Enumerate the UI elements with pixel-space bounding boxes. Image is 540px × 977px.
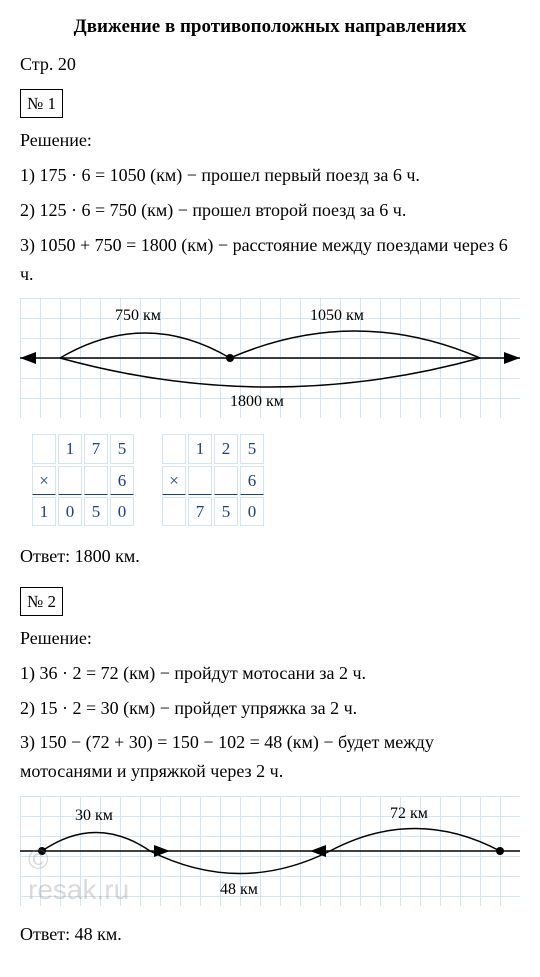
- p1-step-3: 3) 1050 + 750 = 1800 (км) − расстояние м…: [20, 231, 520, 289]
- page-reference: Стр. 20: [20, 50, 520, 79]
- p2-label-30: 30 км: [75, 807, 113, 824]
- p1-label-1050: 1050 км: [310, 307, 364, 324]
- solution-label-2: Решение:: [20, 624, 520, 653]
- solution-label-1: Решение:: [20, 126, 520, 155]
- problem-number-1: № 1: [20, 89, 63, 118]
- p2-step-3: 3) 150 − (72 + 30) = 150 − 102 = 48 (км)…: [20, 728, 520, 786]
- problem-number-2: № 2: [20, 587, 63, 616]
- p1-step-2: 2) 125 · 6 = 750 (км) − прошел второй по…: [20, 196, 520, 225]
- p1-diagram-svg: 750 км 1050 км 1800 км: [20, 298, 520, 418]
- page-title: Движение в противоположных направлениях: [20, 12, 520, 42]
- p2-step-2: 2) 15 · 2 = 30 (км) − пройдет упряжка за…: [20, 694, 520, 723]
- p1-answer: Ответ: 1800 км.: [20, 542, 520, 571]
- p1-calculations: .175 ×..6 1050 .125 ×..6 .750: [30, 432, 520, 528]
- p2-label-72: 72 км: [390, 805, 428, 822]
- p1-step-1: 1) 175 · 6 = 1050 (км) − прошел первый п…: [20, 161, 520, 190]
- p2-label-48: 48 км: [220, 881, 258, 898]
- p1-diagram: 750 км 1050 км 1800 км: [20, 298, 520, 418]
- p1-calc-2: .125 ×..6 .750: [160, 432, 266, 528]
- p1-calc-1: .175 ×..6 1050: [30, 432, 136, 528]
- p1-label-750: 750 км: [115, 307, 161, 324]
- p1-label-1800: 1800 км: [230, 393, 284, 410]
- p2-diagram-svg: 30 км 72 км 48 км: [20, 796, 520, 906]
- p2-step-1: 1) 36 · 2 = 72 (км) − пройдут мотосани з…: [20, 659, 520, 688]
- p2-diagram: 30 км 72 км 48 км ©resak.ru: [20, 796, 520, 906]
- p2-answer: Ответ: 48 км.: [20, 920, 520, 949]
